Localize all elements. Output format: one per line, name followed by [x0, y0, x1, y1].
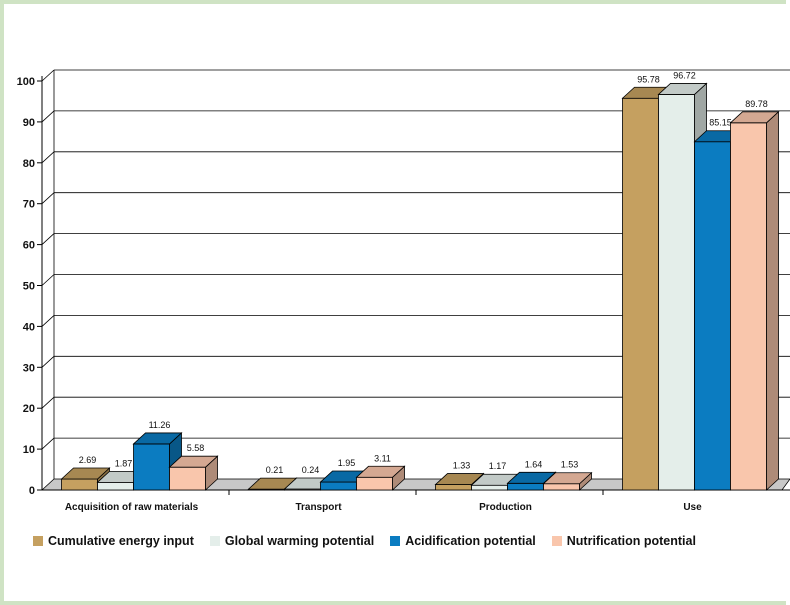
- gridline-diagonal: [41, 192, 55, 204]
- bar-top: [542, 472, 593, 485]
- x-tick-label: Acquisition of raw materials: [65, 502, 199, 513]
- gridline-diagonal: [41, 356, 55, 368]
- legend-swatch: [551, 536, 562, 546]
- bar: [133, 443, 170, 491]
- bar-top: [434, 473, 485, 485]
- chart-legend: Cumulative energy input Global warming p…: [33, 534, 712, 548]
- x-tick-label: Transport: [295, 502, 342, 513]
- data-label: 5.58: [187, 443, 205, 453]
- bar: [694, 141, 731, 491]
- legend-item-cumulative-energy: Cumulative energy input: [33, 534, 194, 548]
- y-tick-label: 10: [23, 444, 35, 456]
- x-tick-label: Use: [683, 502, 702, 513]
- legend-swatch: [390, 536, 401, 546]
- data-label: 1.33: [453, 461, 471, 471]
- y-tick-label: 30: [23, 362, 35, 374]
- bar-top: [657, 83, 708, 95]
- gridline-diagonal: [41, 233, 55, 245]
- legend-item-acidification: Acidification potential: [390, 534, 536, 548]
- y-tick-label: 50: [23, 281, 35, 293]
- y-tick-label: 70: [23, 199, 35, 211]
- data-label: 1.87: [115, 458, 133, 468]
- legend-item-nutrification: Nutrification potential: [551, 534, 696, 548]
- y-tick-label: 90: [23, 117, 35, 129]
- bar-top: [506, 471, 557, 484]
- y-tick-label: 80: [23, 158, 35, 170]
- data-label: 1.95: [338, 458, 356, 468]
- data-label: 95.78: [637, 74, 660, 84]
- y-tick-label: 20: [23, 403, 35, 415]
- data-label: 1.64: [525, 459, 543, 469]
- data-label: 1.17: [489, 461, 507, 471]
- bar: [97, 481, 134, 491]
- data-label: 1.53: [561, 460, 579, 470]
- legend-swatch: [33, 536, 43, 546]
- bar: [507, 482, 544, 491]
- bar-side: [766, 110, 779, 491]
- y-tick-label: 100: [17, 76, 35, 88]
- bar-top: [168, 455, 219, 468]
- data-label: 0.24: [302, 465, 320, 475]
- gridline-diagonal: [41, 151, 55, 164]
- data-label: 0.21: [266, 465, 284, 475]
- data-label: 3.11: [374, 453, 391, 463]
- data-label: 96.72: [673, 70, 696, 80]
- legend-label: Acidification potential: [405, 534, 536, 548]
- bar: [543, 483, 580, 491]
- bar: [320, 481, 357, 491]
- bar-top: [60, 467, 111, 480]
- bar: [169, 466, 206, 491]
- gridline-diagonal: [41, 396, 55, 409]
- bar: [61, 478, 98, 491]
- legend-item-global-warming: Global warming potential: [209, 534, 375, 548]
- y-tick-label: 60: [23, 240, 35, 252]
- legend-swatch: [209, 536, 220, 546]
- bar-top: [132, 432, 183, 445]
- data-label: 2.69: [79, 455, 97, 465]
- bar: [435, 484, 472, 491]
- y-tick-label: 40: [23, 321, 35, 333]
- bar: [356, 476, 393, 491]
- gridline-diagonal: [41, 315, 55, 327]
- y-tick-label: 0: [29, 485, 35, 497]
- data-label: 85.15: [709, 118, 732, 128]
- legend-label: Nutrification potential: [566, 534, 696, 548]
- data-label: 11.26: [149, 420, 171, 430]
- bar: [471, 484, 508, 491]
- data-label: 89.78: [745, 99, 768, 109]
- legend-label: Cumulative energy input: [48, 534, 194, 548]
- bar-top: [355, 465, 406, 478]
- x-tick-label: Production: [479, 502, 532, 513]
- bar: [658, 94, 695, 491]
- gridline-diagonal: [41, 274, 55, 286]
- gridline-diagonal: [41, 110, 55, 123]
- bar: [730, 122, 767, 491]
- bar-top: [729, 111, 780, 124]
- gridline-diagonal: [41, 437, 55, 450]
- legend-label: Global warming potential: [224, 534, 375, 548]
- gridline-diagonal: [41, 69, 55, 82]
- bar: [622, 97, 659, 491]
